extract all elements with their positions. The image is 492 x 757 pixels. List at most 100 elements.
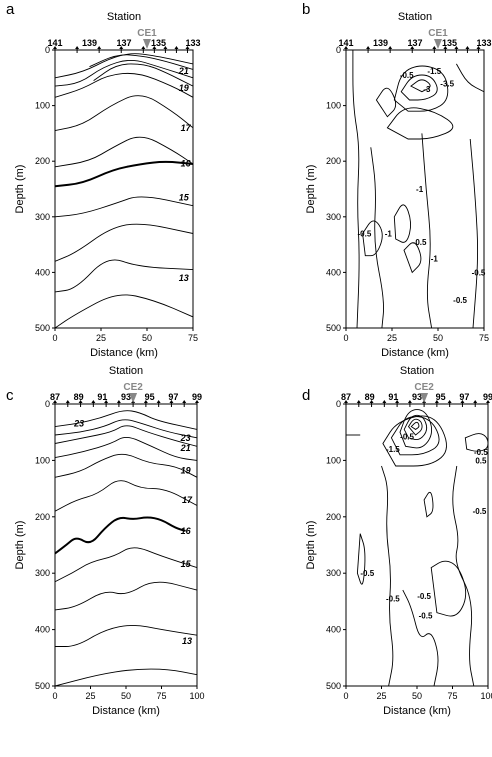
contour-label: 21	[180, 443, 191, 453]
station-arrow	[344, 400, 348, 403]
contour-label: -1	[431, 255, 439, 264]
station-arrow	[366, 46, 371, 49]
y-tick-label: 0	[336, 399, 341, 409]
y-tick-label: 100	[326, 101, 341, 111]
anomaly-closed-5	[382, 415, 447, 467]
station-label: 133	[185, 38, 200, 48]
anomaly-closed-3	[375, 87, 397, 118]
contour-label: -0.5	[360, 569, 374, 578]
contour-label: 16	[181, 526, 192, 536]
y-tick-label: 0	[336, 45, 341, 55]
x-axis-label: Distance (km)	[381, 347, 449, 359]
contour-label: -0.5	[419, 612, 433, 621]
station-arrow	[156, 400, 161, 403]
panel-b: b Station 141 139 137 135 133 CE1 0 100 200 300 400 5…	[302, 1, 492, 359]
station-label: 87	[341, 392, 351, 402]
station-label: 139	[373, 38, 388, 48]
contour-lines	[55, 53, 193, 328]
marker-label: CE2	[414, 382, 434, 393]
station-arrow	[473, 400, 478, 403]
station-label: 93	[121, 392, 131, 402]
isotherm-5	[55, 480, 197, 512]
x-tick-label: 0	[52, 691, 57, 701]
station-arrow	[169, 400, 174, 403]
y-tick-label: 400	[326, 625, 341, 635]
x-axis-label: Distance (km)	[383, 705, 451, 717]
station-title: Station	[398, 11, 432, 23]
contour-label: -0.5	[474, 448, 488, 457]
y-tick-label: 400	[35, 267, 50, 277]
x-tick-label: 0	[343, 333, 348, 343]
anomaly-line-2	[402, 589, 439, 686]
isotherm-0	[55, 410, 197, 430]
anomaly-closed-7	[403, 242, 422, 274]
isotherm-6	[55, 547, 197, 583]
station-arrow	[465, 46, 470, 49]
station-title: Station	[107, 11, 141, 23]
isotherm-8	[55, 624, 197, 647]
isotherm-2	[55, 425, 197, 447]
station-arrow	[195, 400, 199, 403]
isotherm-8	[55, 223, 193, 262]
station-label: 93	[412, 392, 422, 402]
plot-frame	[54, 403, 198, 687]
station-label: 97	[168, 392, 178, 402]
contour-label: 17	[181, 123, 192, 133]
marker-label: CE1	[428, 28, 448, 39]
station-label: 137	[407, 38, 422, 48]
anomaly-closed-9	[423, 491, 434, 518]
panel-letter: b	[302, 1, 310, 18]
contour-label: -1.5	[386, 445, 400, 454]
x-tick-label: 100	[189, 691, 204, 701]
y-tick-label: 400	[35, 625, 50, 635]
contour-label: -0.5	[417, 592, 431, 601]
y-tick-label: 200	[35, 512, 50, 522]
y-axis-label: Depth (m)	[305, 521, 317, 570]
station-label: 95	[145, 392, 155, 402]
isotherm-0	[55, 53, 193, 79]
station-arrow	[75, 46, 80, 49]
plot-frame	[345, 49, 485, 329]
station-arrow	[407, 400, 412, 403]
station-arrow	[152, 46, 157, 49]
x-tick-label: 50	[142, 333, 152, 343]
isotherm-bold-0	[55, 516, 186, 555]
x-tick-label: 25	[387, 333, 397, 343]
station-arrow	[65, 400, 70, 403]
x-tick-label: 0	[52, 333, 57, 343]
isotherm-2	[55, 59, 193, 87]
isotherm-5	[55, 95, 193, 132]
station-arrow	[486, 400, 490, 403]
contour-label: -3	[423, 85, 431, 94]
y-axis-label: Depth (m)	[305, 165, 317, 214]
station-arrow	[143, 400, 148, 403]
contour-label: 21	[178, 66, 189, 76]
x-tick-label: 75	[188, 333, 198, 343]
anomaly-closed-0	[399, 409, 433, 449]
y-tick-label: 500	[35, 681, 50, 691]
isotherm-1	[55, 419, 197, 439]
station-title: Station	[109, 365, 143, 377]
x-tick-label: 0	[343, 691, 348, 701]
contour-label: -1	[385, 229, 393, 238]
station-label: 141	[47, 38, 62, 48]
isotherm-3	[55, 437, 197, 461]
station-arrow	[344, 46, 348, 49]
station-arrow	[174, 46, 179, 49]
station-label: 141	[338, 38, 353, 48]
x-tick-label: 25	[376, 691, 386, 701]
station-label: 91	[97, 392, 107, 402]
contour-label: 19	[179, 83, 189, 93]
marker-label: CE2	[123, 382, 143, 393]
isotherm-7	[55, 196, 193, 218]
anomaly-line-1	[452, 465, 475, 686]
marker-label: CE1	[137, 28, 157, 39]
station-label: 97	[459, 392, 469, 402]
contour-label: -1	[416, 185, 424, 194]
isotherm-4	[55, 453, 197, 478]
y-tick-label: 400	[326, 267, 341, 277]
station-arrow	[104, 400, 109, 403]
station-arrow	[141, 46, 146, 49]
x-tick-label: 50	[412, 691, 422, 701]
